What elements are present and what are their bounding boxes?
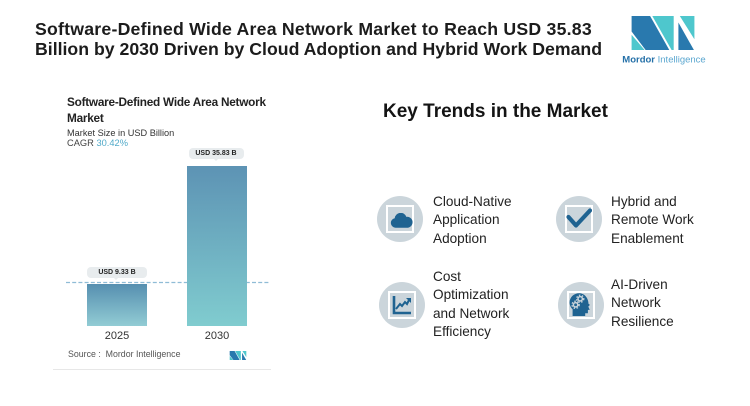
svg-text:Mordor Intelligence: Mordor Intelligence: [622, 55, 705, 66]
